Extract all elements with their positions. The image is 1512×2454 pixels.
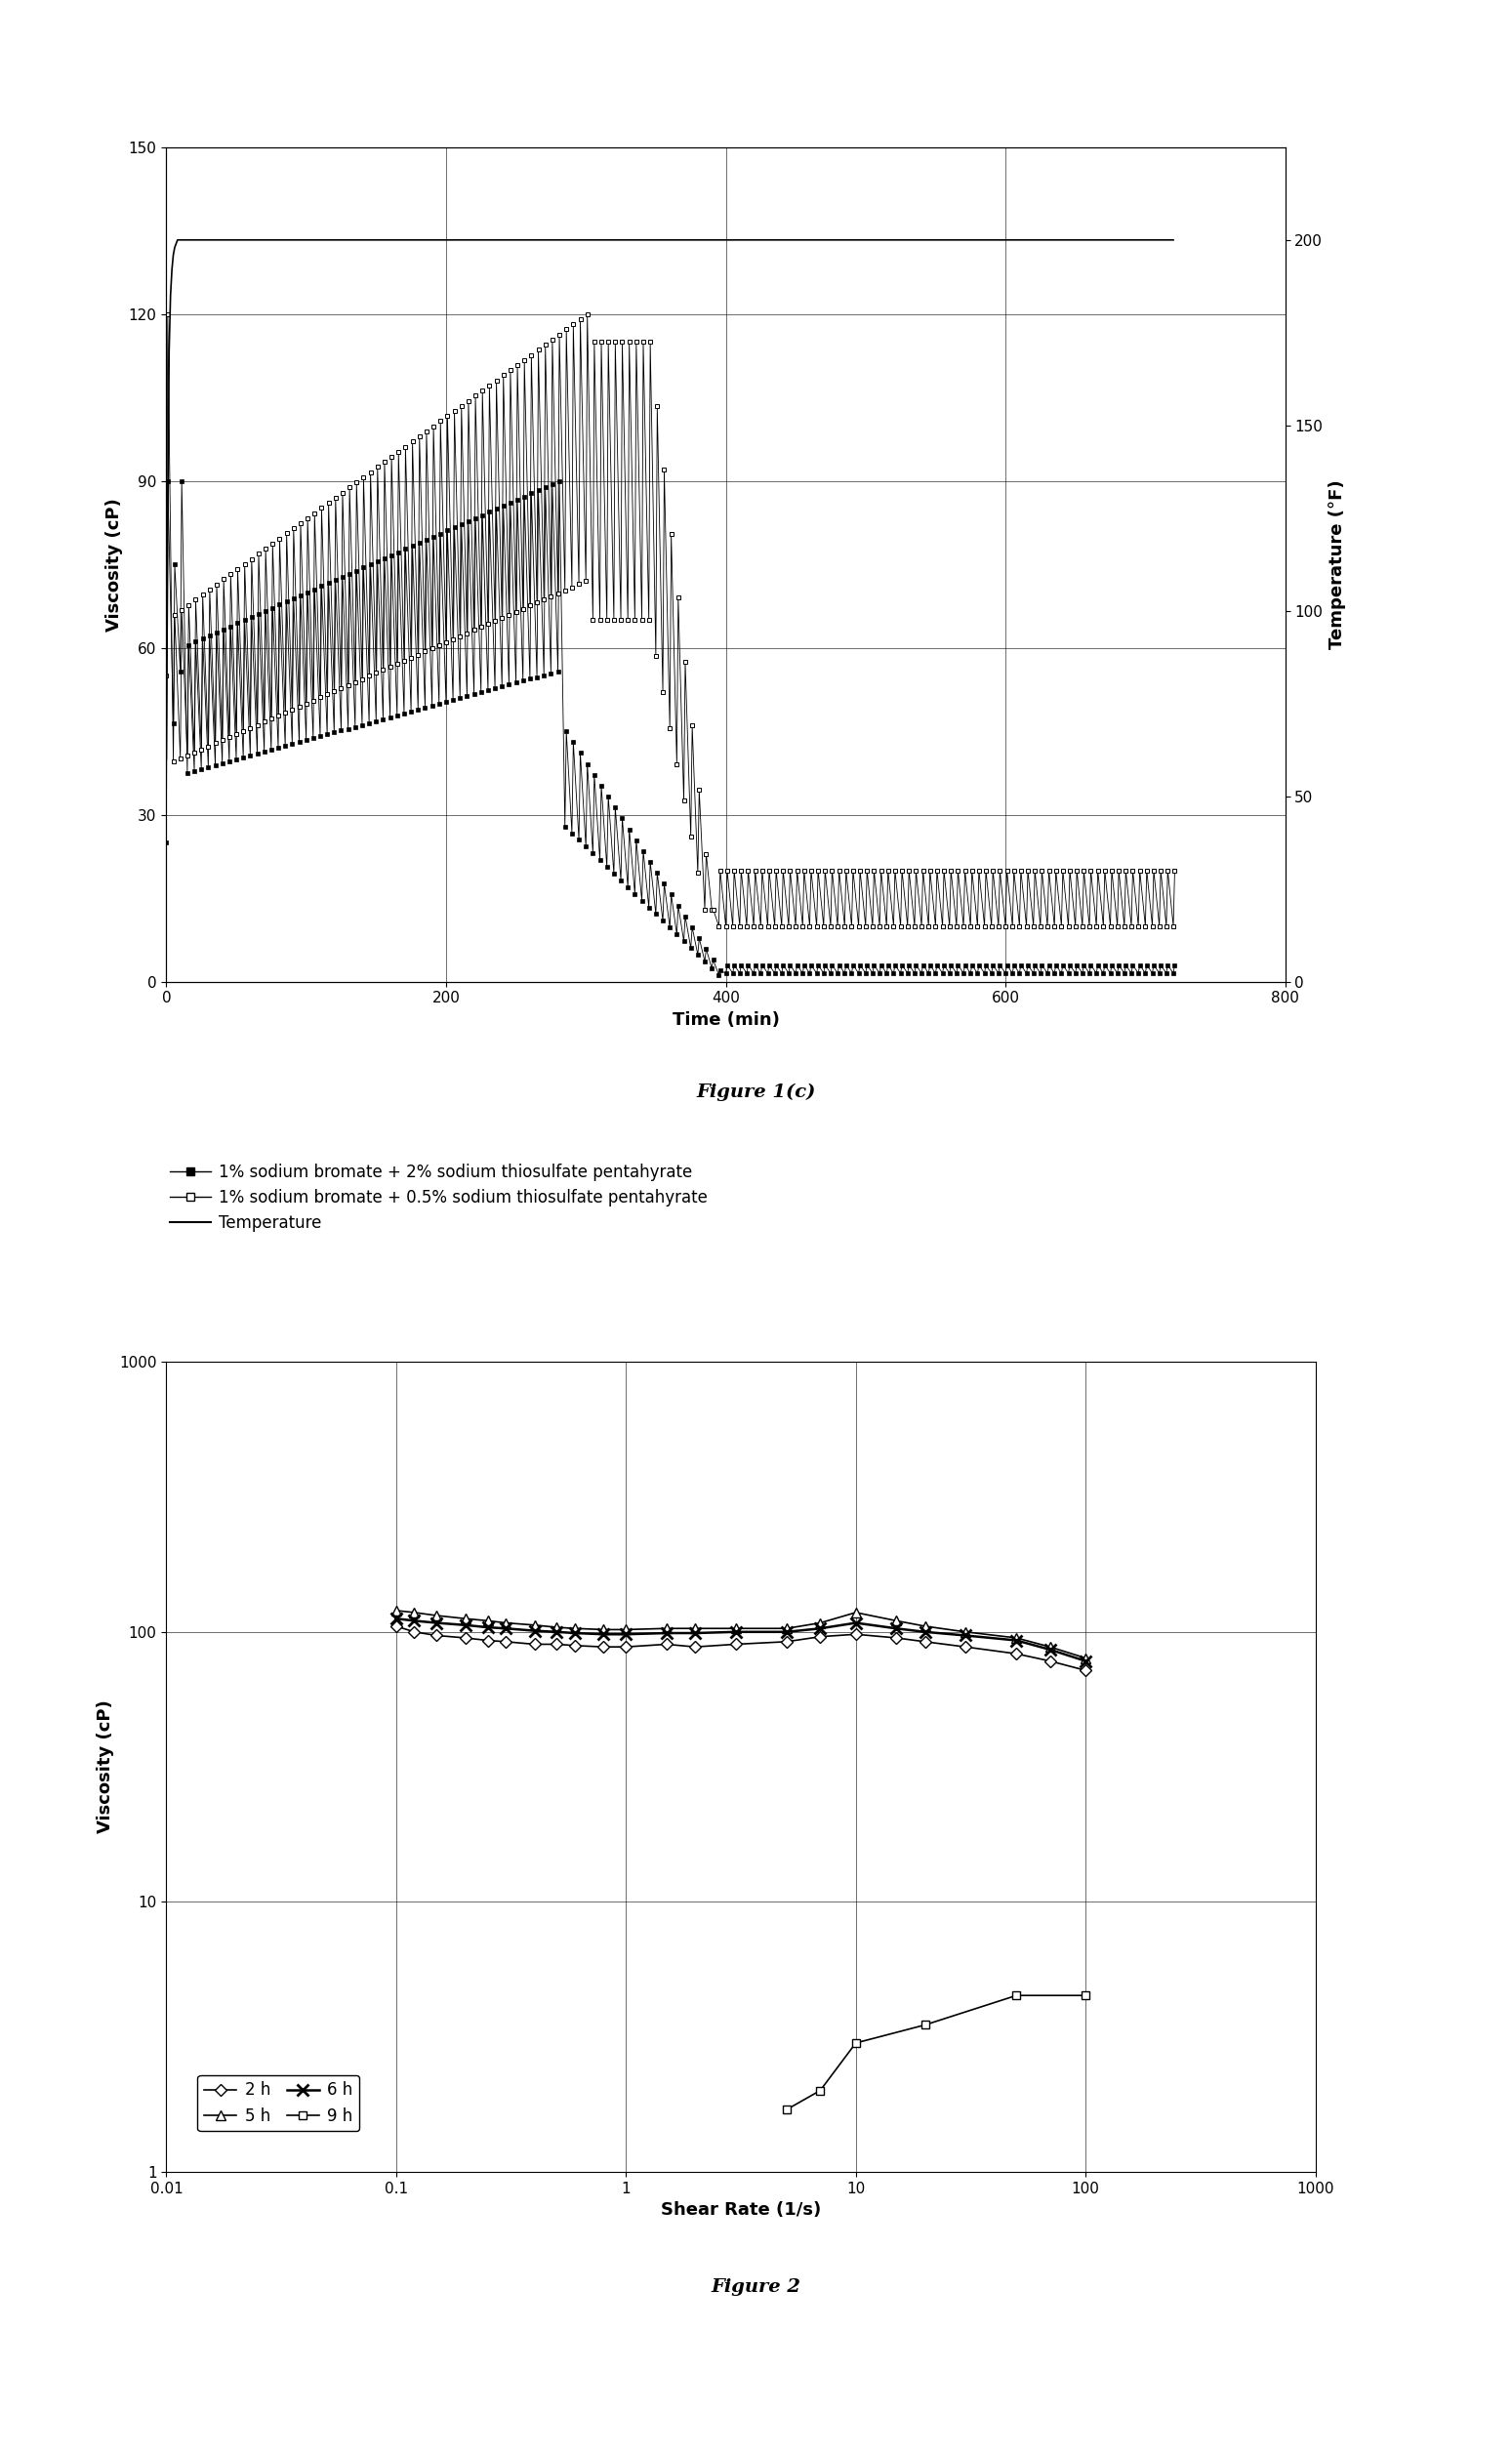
2 h: [478, 1625, 496, 1654]
6 h: [727, 1617, 745, 1647]
5 h: [547, 1612, 565, 1642]
9 h: [847, 2029, 865, 2059]
6 h: [1077, 1647, 1095, 1676]
2 h: [405, 1617, 423, 1647]
6 h: [1040, 1634, 1058, 1664]
6 h: [478, 1612, 496, 1642]
5 h: [686, 1615, 705, 1644]
Line: 5 h: 5 h: [392, 1605, 1090, 1664]
Text: Figure 2: Figure 2: [711, 2277, 801, 2297]
6 h: [916, 1617, 934, 1647]
Text: Figure 1(c): Figure 1(c): [696, 1082, 816, 1102]
Y-axis label: Temperature (°F): Temperature (°F): [1329, 479, 1346, 650]
6 h: [405, 1605, 423, 1634]
6 h: [565, 1617, 584, 1647]
6 h: [888, 1615, 906, 1644]
9 h: [810, 2076, 829, 2106]
6 h: [594, 1620, 612, 1649]
Line: 2 h: 2 h: [392, 1622, 1090, 1674]
5 h: [594, 1615, 612, 1644]
Line: 6 h: 6 h: [390, 1612, 1092, 1666]
5 h: [777, 1615, 795, 1644]
X-axis label: Time (min): Time (min): [673, 1011, 779, 1028]
2 h: [1007, 1639, 1025, 1669]
2 h: [387, 1612, 405, 1642]
2 h: [547, 1629, 565, 1659]
6 h: [526, 1617, 544, 1647]
2 h: [1077, 1656, 1095, 1686]
5 h: [810, 1607, 829, 1637]
Legend: 1% sodium bromate + 2% sodium thiosulfate pentahyrate, 1% sodium bromate + 0.5% : 1% sodium bromate + 2% sodium thiosulfat…: [163, 1156, 714, 1239]
5 h: [847, 1598, 865, 1627]
9 h: [777, 2096, 795, 2125]
9 h: [916, 2010, 934, 2039]
2 h: [847, 1620, 865, 1649]
5 h: [497, 1607, 516, 1637]
Y-axis label: Viscosity (cP): Viscosity (cP): [97, 1701, 113, 1833]
5 h: [617, 1615, 635, 1644]
6 h: [497, 1615, 516, 1644]
5 h: [658, 1615, 676, 1644]
6 h: [686, 1617, 705, 1647]
2 h: [916, 1627, 934, 1656]
2 h: [526, 1629, 544, 1659]
2 h: [594, 1632, 612, 1661]
6 h: [777, 1617, 795, 1647]
6 h: [387, 1605, 405, 1634]
2 h: [457, 1622, 475, 1652]
5 h: [405, 1598, 423, 1627]
Legend: 2 h, 5 h, 6 h, 9 h: 2 h, 5 h, 6 h, 9 h: [198, 2076, 360, 2130]
5 h: [457, 1605, 475, 1634]
5 h: [1007, 1622, 1025, 1652]
Y-axis label: Viscosity (cP): Viscosity (cP): [106, 498, 122, 631]
6 h: [658, 1617, 676, 1647]
5 h: [1077, 1644, 1095, 1674]
2 h: [686, 1632, 705, 1661]
2 h: [658, 1629, 676, 1659]
5 h: [727, 1615, 745, 1644]
5 h: [1040, 1632, 1058, 1661]
2 h: [565, 1632, 584, 1661]
6 h: [847, 1607, 865, 1637]
2 h: [888, 1622, 906, 1652]
6 h: [547, 1617, 565, 1647]
5 h: [565, 1615, 584, 1644]
6 h: [1007, 1625, 1025, 1654]
6 h: [617, 1620, 635, 1649]
9 h: [1007, 1980, 1025, 2010]
2 h: [777, 1627, 795, 1656]
5 h: [387, 1595, 405, 1625]
5 h: [957, 1617, 975, 1647]
2 h: [428, 1620, 446, 1649]
5 h: [478, 1605, 496, 1634]
2 h: [617, 1632, 635, 1661]
6 h: [810, 1615, 829, 1644]
5 h: [888, 1605, 906, 1634]
6 h: [457, 1610, 475, 1639]
2 h: [810, 1622, 829, 1652]
5 h: [526, 1610, 544, 1639]
2 h: [497, 1627, 516, 1656]
5 h: [428, 1600, 446, 1629]
2 h: [957, 1632, 975, 1661]
2 h: [1040, 1647, 1058, 1676]
9 h: [1077, 1980, 1095, 2010]
6 h: [428, 1607, 446, 1637]
2 h: [727, 1629, 745, 1659]
Line: 9 h: 9 h: [783, 1990, 1090, 2113]
X-axis label: Shear Rate (1/s): Shear Rate (1/s): [661, 2201, 821, 2218]
6 h: [957, 1620, 975, 1649]
5 h: [916, 1612, 934, 1642]
